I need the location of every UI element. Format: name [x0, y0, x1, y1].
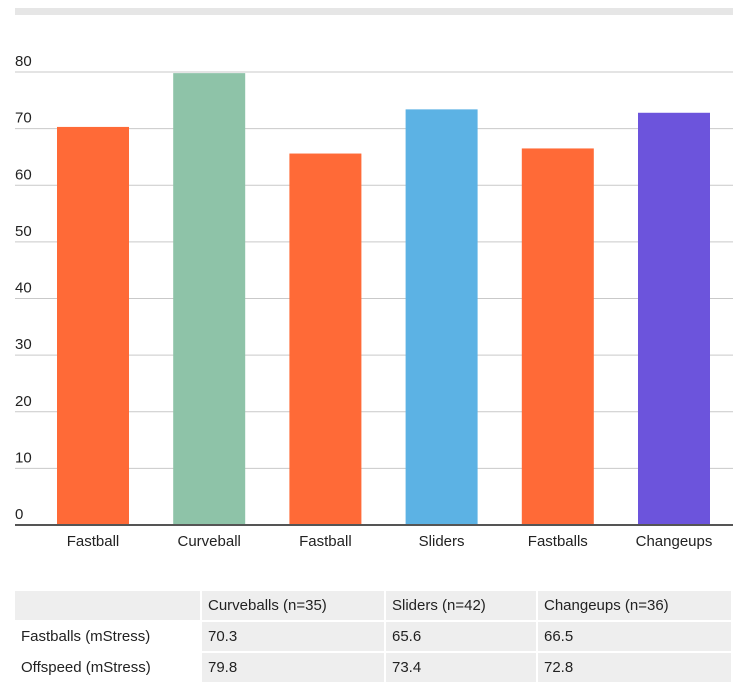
table-cell: 70.3	[200, 622, 384, 651]
table-header-row: Curveballs (n=35) Sliders (n=42) Changeu…	[15, 591, 731, 620]
bar	[57, 126, 129, 526]
top-divider-bar	[15, 8, 733, 15]
y-tick-label: 50	[15, 223, 32, 240]
row-label: Fastballs (mStress)	[21, 628, 151, 645]
table-row: Offspeed (mStress) 79.8 73.4 72.8	[15, 653, 731, 682]
table-cell: 72.8	[536, 653, 731, 682]
table-header-empty	[15, 591, 200, 620]
y-tick-label: 40	[15, 280, 32, 297]
mstress-table: Curveballs (n=35) Sliders (n=42) Changeu…	[15, 589, 731, 684]
table-header-sliders: Sliders (n=42)	[384, 591, 536, 620]
x-category-label: Fastball	[67, 533, 120, 550]
table-row: Fastballs (mStress) 70.3 65.6 66.5	[15, 622, 731, 651]
y-tick-label: 60	[15, 166, 32, 183]
x-category-label: Changeups	[636, 533, 713, 550]
x-category-label: Fastball	[299, 533, 352, 550]
table-header-changeups: Changeups (n=36)	[536, 591, 731, 620]
table-cell: 66.5	[536, 622, 731, 651]
bars	[57, 73, 710, 526]
bar	[521, 148, 594, 525]
table-cell: 65.6	[384, 622, 536, 651]
table-header-curveballs: Curveballs (n=35)	[200, 591, 384, 620]
y-tick-label: 80	[15, 53, 32, 70]
y-tick-label: 10	[15, 449, 32, 466]
y-axis-ticks: 0 10 20 30 40 50 60 70 80	[15, 53, 32, 523]
table-cell: 73.4	[384, 653, 536, 682]
y-tick-label: 70	[15, 110, 32, 127]
x-axis-labels: Fastball Curveball Fastball Sliders Fastball…	[67, 533, 713, 550]
bar	[173, 73, 246, 525]
bar	[638, 112, 710, 526]
x-category-label: Curveball	[178, 533, 241, 550]
y-tick-label: 20	[15, 393, 32, 410]
row-label: Offspeed (mStress)	[21, 659, 151, 676]
table-cell: 79.8	[200, 653, 384, 682]
y-tick-label: 0	[15, 506, 23, 523]
x-category-label: Fastballs	[528, 533, 588, 550]
x-category-label: Sliders	[419, 533, 465, 550]
gridlines	[15, 71, 733, 469]
y-tick-label: 30	[15, 336, 32, 353]
bar	[289, 153, 362, 525]
bar	[405, 109, 478, 525]
